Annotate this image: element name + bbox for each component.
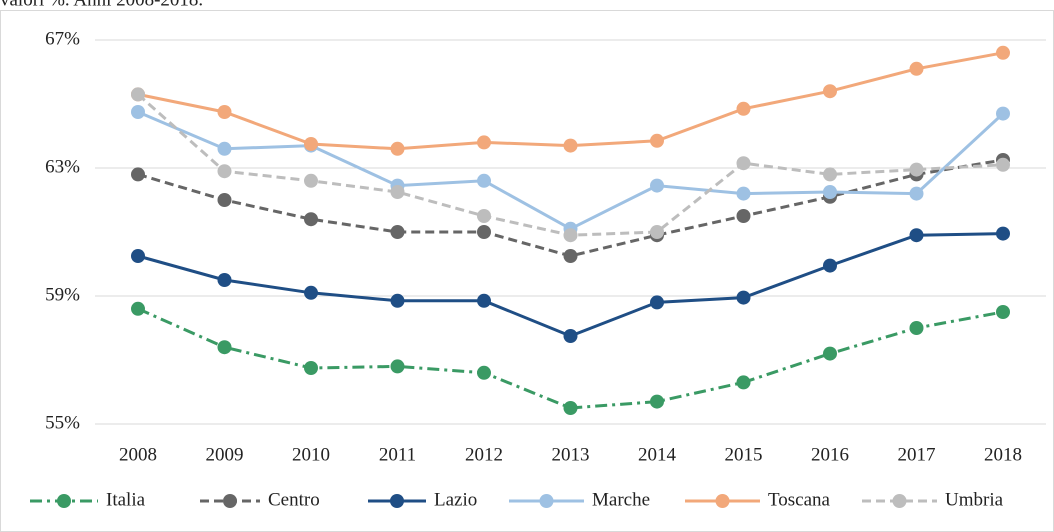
data-point bbox=[217, 141, 232, 156]
x-tick-label: 2008 bbox=[119, 444, 157, 465]
legend-marker bbox=[892, 494, 907, 508]
data-point bbox=[304, 137, 318, 151]
chart-title: valori %. Anni 2008-2018. bbox=[0, 0, 203, 10]
data-point bbox=[477, 293, 491, 308]
data-point bbox=[823, 258, 837, 273]
legend-label: Umbria bbox=[945, 489, 1004, 510]
data-point bbox=[217, 193, 232, 207]
data-point bbox=[996, 157, 1010, 172]
data-point bbox=[563, 401, 578, 415]
data-point bbox=[650, 295, 664, 310]
data-point bbox=[304, 212, 318, 227]
data-point bbox=[909, 186, 924, 201]
x-tick-label: 2015 bbox=[725, 444, 763, 465]
data-point bbox=[563, 138, 578, 153]
data-point bbox=[736, 375, 751, 390]
data-point bbox=[563, 228, 578, 243]
x-tick-label: 2010 bbox=[292, 444, 330, 465]
data-point bbox=[996, 45, 1010, 60]
data-point bbox=[996, 106, 1010, 121]
data-point bbox=[131, 87, 145, 102]
data-point bbox=[996, 226, 1010, 241]
data-point bbox=[217, 340, 232, 355]
data-point bbox=[736, 101, 751, 116]
legend-marker bbox=[715, 494, 730, 508]
data-point bbox=[736, 156, 751, 171]
legend-label: Italia bbox=[106, 489, 146, 510]
data-point bbox=[477, 225, 491, 239]
legend-label: Lazio bbox=[434, 489, 477, 510]
series-line bbox=[137, 93, 1004, 237]
data-point bbox=[390, 293, 405, 308]
series-line bbox=[137, 307, 1004, 410]
data-point bbox=[477, 173, 491, 188]
legend-label: Toscana bbox=[768, 489, 831, 510]
legend-marker bbox=[223, 494, 237, 508]
y-tick-label: 55% bbox=[45, 412, 80, 433]
data-point bbox=[736, 209, 751, 223]
legend-marker bbox=[57, 494, 71, 508]
data-point bbox=[563, 249, 578, 263]
data-point bbox=[650, 178, 664, 193]
x-tick-label: 2009 bbox=[206, 444, 244, 465]
data-point bbox=[477, 209, 491, 223]
series-line bbox=[137, 51, 1004, 151]
data-point bbox=[131, 249, 145, 263]
data-point bbox=[823, 185, 837, 199]
data-point bbox=[131, 105, 145, 119]
legend-marker bbox=[390, 494, 404, 508]
data-point bbox=[996, 305, 1010, 319]
chart-frame bbox=[0, 10, 1054, 532]
data-point bbox=[390, 185, 405, 199]
data-point bbox=[390, 359, 405, 374]
y-tick-label: 63% bbox=[45, 156, 80, 177]
data-point bbox=[390, 225, 405, 239]
x-tick-label: 2013 bbox=[552, 444, 590, 465]
legend-label: Centro bbox=[268, 489, 320, 510]
data-point bbox=[217, 164, 232, 179]
x-tick-label: 2016 bbox=[811, 444, 849, 465]
data-point bbox=[304, 285, 318, 300]
data-point bbox=[823, 167, 837, 182]
data-point bbox=[909, 228, 924, 243]
y-tick-label: 59% bbox=[45, 284, 80, 305]
data-point bbox=[909, 321, 924, 335]
data-point bbox=[736, 290, 751, 305]
data-point bbox=[131, 167, 145, 182]
legend-marker bbox=[539, 494, 554, 508]
x-tick-label: 2011 bbox=[379, 444, 416, 465]
data-point bbox=[217, 273, 232, 287]
series-line bbox=[137, 232, 1004, 338]
data-point bbox=[304, 361, 318, 375]
x-tick-label: 2012 bbox=[465, 444, 503, 465]
x-tick-label: 2014 bbox=[638, 444, 677, 465]
data-point bbox=[477, 135, 491, 150]
data-point bbox=[477, 365, 491, 380]
data-point bbox=[650, 225, 664, 239]
x-tick-label: 2018 bbox=[984, 444, 1022, 465]
data-point bbox=[563, 329, 578, 343]
data-point bbox=[304, 173, 318, 188]
data-point bbox=[823, 346, 837, 361]
data-point bbox=[909, 61, 924, 76]
data-point bbox=[909, 162, 924, 177]
data-point bbox=[390, 141, 405, 156]
legend-label: Marche bbox=[592, 489, 650, 510]
data-point bbox=[650, 394, 664, 409]
data-point bbox=[823, 84, 837, 99]
data-point bbox=[736, 186, 751, 201]
y-tick-label: 67% bbox=[45, 28, 80, 49]
data-point bbox=[217, 105, 232, 119]
data-point bbox=[131, 301, 145, 316]
data-point bbox=[650, 133, 664, 148]
x-tick-label: 2017 bbox=[898, 444, 936, 465]
